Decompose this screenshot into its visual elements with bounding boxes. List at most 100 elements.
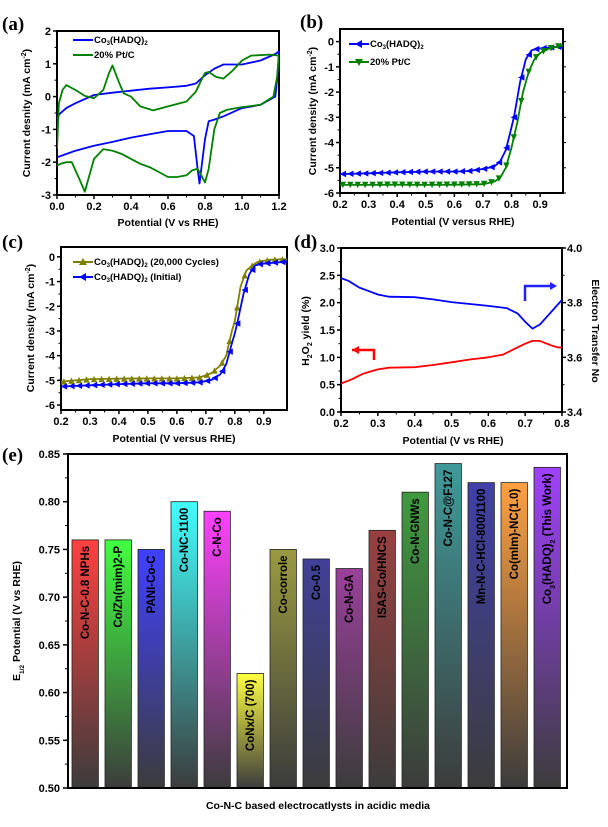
d-ytick-right-label: 3.6	[567, 352, 582, 364]
d-ytick-label: 2.0	[320, 298, 335, 310]
b-series-1-marker	[406, 181, 413, 188]
d-ytick-label: 1.0	[320, 352, 335, 364]
e-bar-6	[269, 549, 297, 789]
e-ytick-label: 0.85	[39, 449, 60, 461]
c-series-1-marker	[128, 380, 135, 387]
b-legend-marker-2	[355, 59, 363, 66]
b-series-1-marker	[458, 181, 465, 188]
c-series-0-marker	[90, 375, 98, 383]
c-series-1-marker	[151, 380, 158, 387]
b-ytick-label: -3	[324, 112, 334, 124]
c-xtick-label: 0.8	[227, 416, 242, 428]
c-series-0-marker	[181, 374, 188, 382]
c-xtick-label: 0.3	[82, 416, 97, 428]
b-series-0-marker	[518, 74, 525, 81]
c-series-1-marker	[188, 379, 196, 386]
d-ytick-right-label: 3.8	[567, 298, 582, 310]
a-ylabel: Current desnity (mA cm-2)	[21, 49, 33, 177]
b-series-0-marker	[406, 168, 413, 176]
a-xtick-label: 0.0	[49, 201, 64, 213]
e-bar-1	[104, 539, 132, 789]
c-series-1-marker	[68, 382, 75, 390]
c-series-0-marker	[188, 374, 196, 381]
panel-b-lsv-chart: 0.2 0.3 0.4 0.5 0.6 0.7 0.8 0.9 -6 -5 -4 -3 -2 -1 0	[324, 28, 566, 211]
a-ytick-label: -1	[41, 124, 51, 136]
e-bar-label-3: Co-NC-1100	[179, 508, 191, 573]
b-series-0-marker	[347, 170, 354, 178]
panel-label-b: (b)	[300, 12, 323, 33]
b-series-1-marker	[354, 181, 361, 189]
a-series-0-line	[57, 50, 279, 185]
b-ytick-label: -5	[324, 163, 334, 175]
b-series-1-marker	[340, 181, 347, 189]
b-legend-marker-1	[355, 40, 362, 48]
b-series-0-marker	[384, 169, 391, 176]
b-xtick-label: 0.5	[418, 199, 433, 211]
b-series-0-marker	[376, 169, 384, 177]
c-series-0-marker	[233, 304, 241, 311]
b-series-0-marker	[458, 168, 465, 175]
c-series-1-marker	[75, 382, 83, 389]
c-xtick-label: 0.2	[53, 416, 68, 428]
b-ytick-label: 0	[328, 37, 334, 49]
b-series-0-marker	[399, 168, 406, 176]
b-series-0-marker	[428, 168, 436, 175]
e-bar-label-11: Co-N-C@F127	[443, 470, 455, 547]
c-series-0-marker	[143, 375, 150, 382]
d-left-axis-arrow-icon	[352, 348, 376, 360]
b-series-0-marker	[532, 45, 540, 53]
panel-label-a: (a)	[2, 14, 24, 35]
a-xtick-label: 1.2	[271, 201, 286, 213]
b-series-0-marker	[436, 168, 443, 175]
a-ytick-label: -2	[41, 157, 51, 169]
d-right-arrowhead-icon	[550, 282, 557, 290]
e-bar-10	[401, 491, 429, 789]
c-series-0-marker	[113, 375, 120, 382]
b-series-0-marker	[503, 144, 510, 152]
b-series-0-marker	[443, 168, 451, 175]
b-series-1-marker	[466, 181, 473, 188]
c-series-1-marker	[105, 381, 113, 388]
c-ytick-label: -5	[45, 375, 55, 387]
a-legend: Co3(HADQ)2 20% Pt/C	[73, 35, 148, 61]
b-series-1-marker	[540, 48, 547, 55]
b-series-0-marker	[525, 51, 532, 59]
c-series-1-marker	[226, 348, 233, 355]
c-series-1-marker	[241, 286, 248, 294]
c-series-1-marker	[271, 259, 279, 266]
e-bar-14	[533, 466, 561, 789]
c-series-0-marker	[105, 375, 113, 383]
d-ytick-right-label: 3.4	[567, 407, 583, 419]
e-ylabel: E1/2 Potential (V vs RHE)	[11, 561, 26, 681]
b-series-1-marker	[428, 181, 436, 189]
c-series-1-marker	[181, 379, 188, 387]
e-bar-label-13: Co(mIm)-NC(1.0)	[509, 488, 521, 579]
a-ytick-label: 2	[45, 26, 51, 38]
c-legend: Co3(HADQ)2 (20,000 Cycles) Co3(HADQ)2 (I…	[73, 257, 219, 284]
c-series-0-marker	[128, 375, 135, 382]
c-legend-marker-1	[79, 258, 87, 265]
d-series-0-line	[341, 277, 562, 330]
b-series-0-marker	[510, 114, 518, 121]
a-legend-label-1: Co3(HADQ)2	[94, 35, 148, 47]
c-series-0-marker	[196, 374, 203, 381]
b-series-1-marker	[510, 134, 518, 141]
b-series-1-marker	[518, 97, 525, 105]
e-bar-label-4: C-N-Co	[212, 517, 224, 557]
c-series-1-marker	[113, 380, 120, 388]
b-series-0-marker	[466, 167, 473, 175]
e-ytick-label: 0.70	[39, 592, 60, 604]
e-bar-label-8: Co-N-GA	[344, 575, 356, 624]
e-bar-3	[170, 501, 198, 789]
b-legend-label-1: Co3(HADQ)2	[370, 39, 424, 51]
c-ytick-label: 0	[49, 252, 55, 264]
b-series-1-marker	[436, 181, 443, 189]
b-series-1-marker	[399, 181, 406, 188]
e-bar-label-10: Co-N-GNWs	[410, 498, 422, 564]
c-series-0-marker	[151, 375, 158, 382]
b-legend-label-2: 20% Pt/C	[370, 57, 411, 68]
e-ytick-label: 0.65	[39, 640, 60, 652]
e-bar-label-14: Co3(HADQ)2 (This Work)	[542, 473, 557, 604]
b-series-1-marker	[376, 181, 384, 189]
b-xtick-label: 0.9	[532, 199, 547, 211]
